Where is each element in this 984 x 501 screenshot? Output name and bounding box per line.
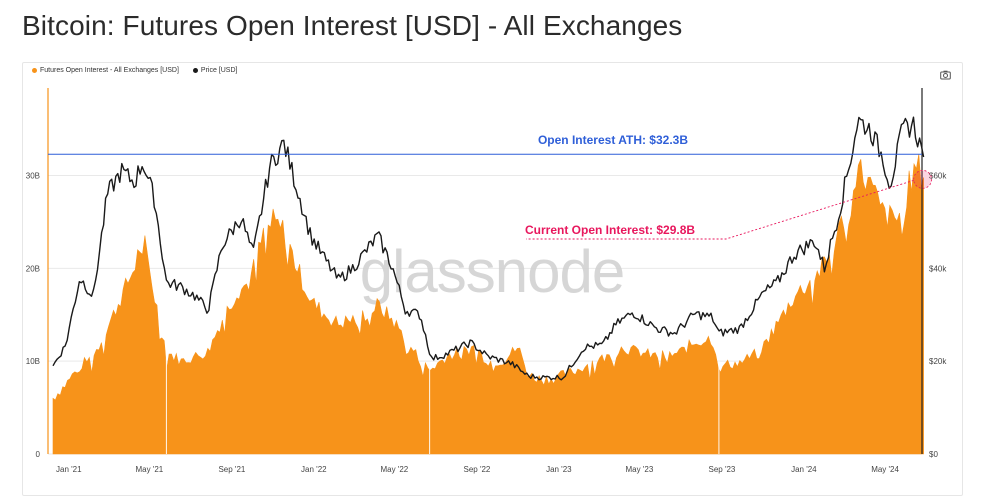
x-tick-label: May '22 bbox=[380, 465, 408, 474]
page-title: Bitcoin: Futures Open Interest [USD] - A… bbox=[22, 10, 683, 41]
watermark-text: glassnode bbox=[360, 238, 625, 305]
axes: 0 10B 20B 30B $0 $20k $40k $60k Jan '21 May '21 Se… bbox=[26, 88, 947, 474]
legend-dot-price bbox=[192, 68, 198, 73]
x-tick-label: Sep '23 bbox=[709, 465, 736, 474]
ath-label: Open Interest ATH: $32.3B bbox=[538, 133, 688, 147]
legend: Futures Open Interest - All Exchanges [U… bbox=[32, 67, 237, 74]
legend-item-price[interactable]: Price [USD] bbox=[192, 67, 238, 74]
x-tick-label: Jan '21 bbox=[56, 465, 82, 474]
x-tick-label: May '23 bbox=[626, 465, 654, 474]
watermark-group: glassnode bbox=[360, 238, 626, 305]
x-tick-label: Jan '22 bbox=[301, 465, 327, 474]
y-right-tick-label: $60k bbox=[929, 172, 947, 181]
legend-dot-open-interest bbox=[32, 68, 37, 73]
legend-label-open-interest: Futures Open Interest - All Exchanges [U… bbox=[40, 67, 179, 74]
annotations: Open Interest ATH: $32.3B Current Open In… bbox=[48, 133, 933, 240]
y-right-tick-label: $20k bbox=[929, 357, 947, 366]
y-left-tick-label: 10B bbox=[26, 357, 40, 366]
current-oi-label: Current Open Interest: $29.8B bbox=[525, 223, 695, 237]
vertical-markers bbox=[165, 346, 720, 454]
current-oi-leader bbox=[526, 179, 914, 240]
y-left-tick-label: 20B bbox=[26, 264, 40, 273]
x-tick-label: May '24 bbox=[871, 465, 899, 474]
x-tick-label: May '21 bbox=[135, 465, 163, 474]
open-interest-series bbox=[52, 153, 924, 455]
camera-icon[interactable] bbox=[940, 70, 951, 80]
y-right-tick-label: $40k bbox=[929, 264, 947, 273]
y-left-tick-label: 30B bbox=[26, 172, 40, 181]
x-tick-label: Sep '22 bbox=[463, 465, 490, 474]
y-left-tick-label: 0 bbox=[36, 450, 41, 459]
x-tick-label: Jan '24 bbox=[791, 465, 817, 474]
chart-panel bbox=[22, 62, 963, 496]
x-tick-label: Sep '21 bbox=[218, 465, 245, 474]
y-right-tick-label: $0 bbox=[929, 450, 938, 459]
current-oi-marker bbox=[913, 169, 933, 189]
price-series bbox=[52, 116, 925, 381]
legend-item-open-interest[interactable]: Futures Open Interest - All Exchanges [U… bbox=[32, 67, 179, 74]
price-line bbox=[52, 116, 925, 381]
x-tick-label: Jan '23 bbox=[546, 465, 572, 474]
legend-label-price: Price [USD] bbox=[200, 67, 238, 74]
open-interest-area bbox=[52, 153, 924, 455]
